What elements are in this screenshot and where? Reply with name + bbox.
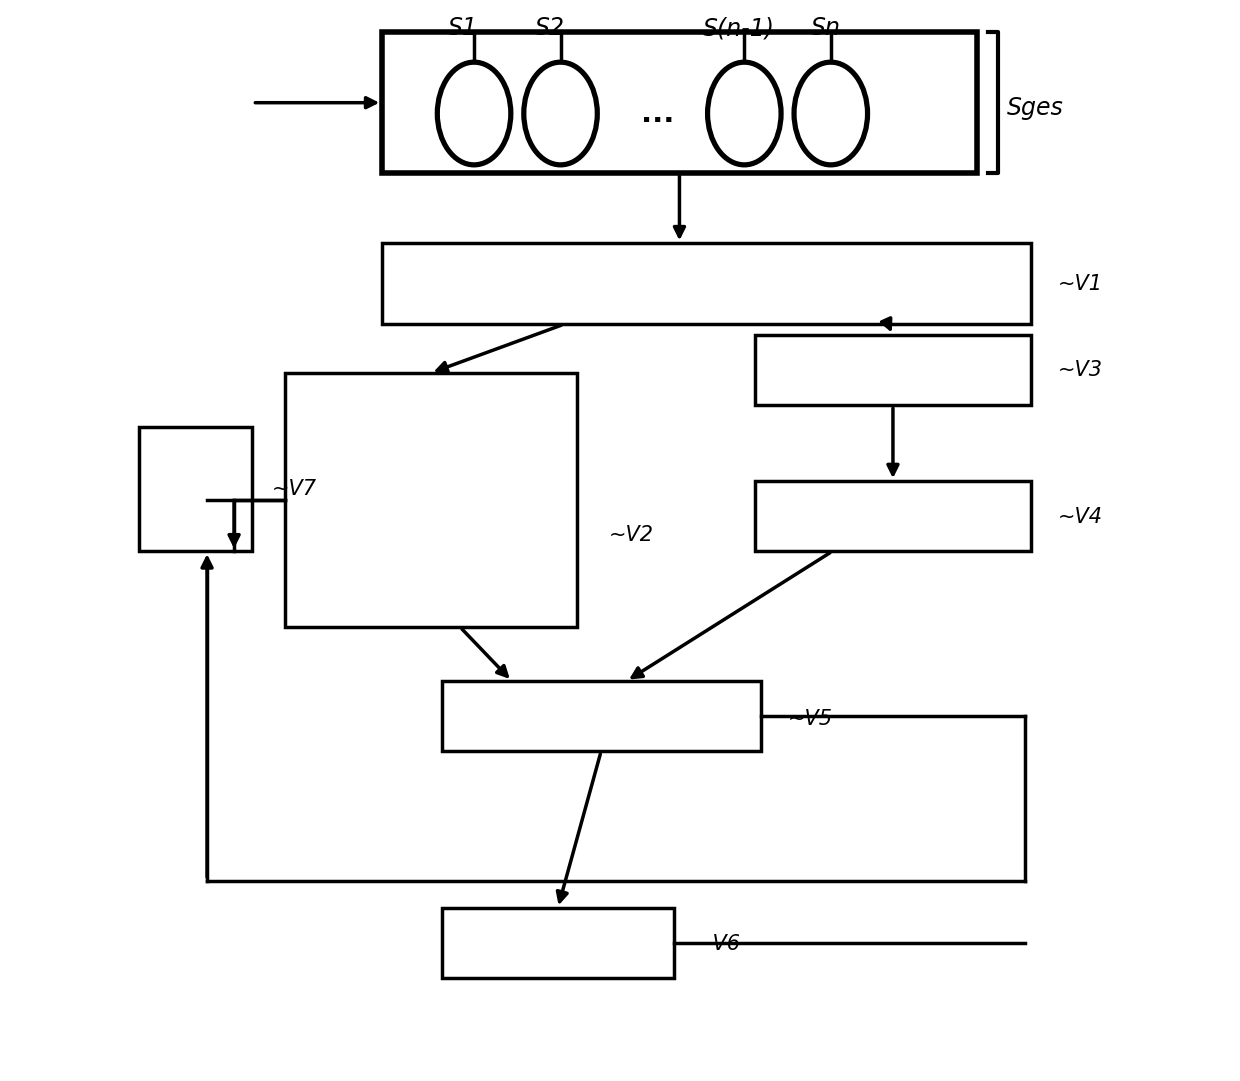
Ellipse shape	[708, 62, 781, 164]
Text: ~V4: ~V4	[1058, 507, 1102, 526]
FancyBboxPatch shape	[382, 32, 977, 173]
FancyBboxPatch shape	[382, 243, 1030, 324]
Text: ~V1: ~V1	[1058, 275, 1102, 294]
FancyBboxPatch shape	[755, 335, 1030, 405]
Ellipse shape	[523, 62, 598, 164]
FancyBboxPatch shape	[139, 427, 253, 551]
Ellipse shape	[794, 62, 868, 164]
FancyBboxPatch shape	[441, 681, 760, 751]
Text: ~V3: ~V3	[1058, 360, 1102, 379]
Text: ~V6: ~V6	[696, 934, 740, 953]
FancyBboxPatch shape	[285, 373, 577, 627]
Text: Sn: Sn	[811, 16, 841, 40]
Text: ~V5: ~V5	[787, 709, 832, 729]
Text: Sges: Sges	[1007, 96, 1064, 120]
Text: ~V7: ~V7	[272, 479, 317, 498]
FancyBboxPatch shape	[441, 908, 675, 978]
Ellipse shape	[438, 62, 511, 164]
Text: S2: S2	[534, 16, 564, 40]
Text: ~V2: ~V2	[609, 525, 655, 545]
Text: S1: S1	[448, 16, 479, 40]
Text: S(n-1): S(n-1)	[703, 16, 775, 40]
FancyBboxPatch shape	[755, 481, 1030, 551]
Text: ...: ...	[641, 99, 675, 128]
